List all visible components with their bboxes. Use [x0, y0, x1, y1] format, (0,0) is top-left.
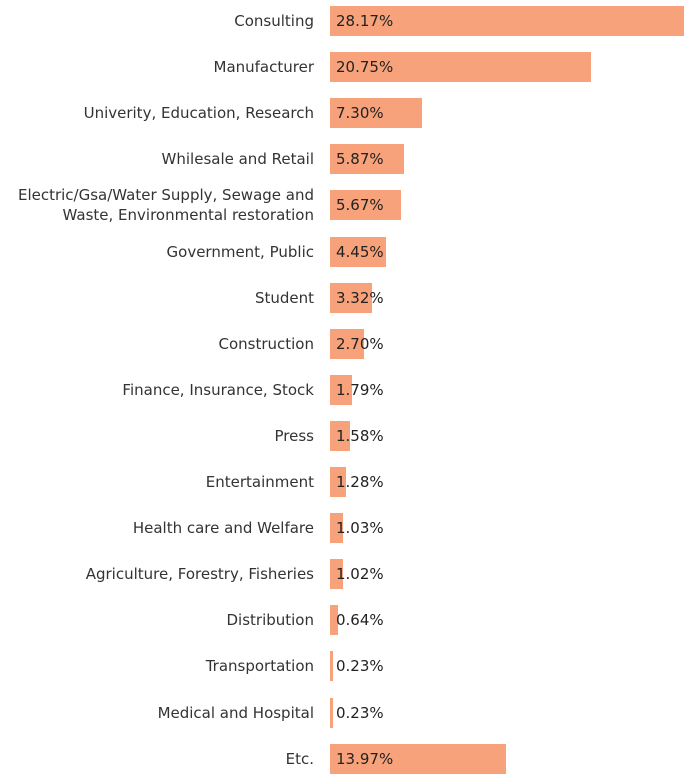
value-label-14: 0.23%: [336, 657, 384, 676]
value-label-8: 1.79%: [336, 380, 384, 399]
bar-15: [330, 697, 333, 728]
category-label-0: Consulting: [234, 12, 314, 30]
bar-14: [330, 651, 333, 682]
category-label-4: Electric/Gsa/Water Supply, Sewage and Wa…: [17, 186, 314, 225]
bar-4: [330, 190, 402, 221]
bar-10: [330, 467, 347, 497]
category-label-15: Medical and Hospital: [157, 703, 314, 722]
value-label-4: 5.67%: [336, 196, 384, 215]
bar-0: [330, 6, 684, 36]
value-label-10: 1.28%: [336, 473, 384, 491]
bar-2: [330, 98, 422, 129]
value-label-12: 1.02%: [336, 565, 384, 584]
category-label-14: Transportation: [205, 657, 314, 676]
bar-12: [330, 559, 343, 590]
value-label-1: 20.75%: [336, 58, 394, 77]
bar-7: [330, 328, 364, 359]
bar-1: [330, 52, 591, 83]
value-label-9: 1.58%: [336, 426, 384, 445]
value-label-3: 5.87%: [336, 150, 384, 169]
category-label-13: Distribution: [226, 611, 314, 630]
value-label-16: 13.97%: [336, 749, 394, 768]
category-label-10: Entertainment: [205, 473, 314, 491]
bar-9: [330, 420, 350, 451]
category-label-5: Government, Public: [166, 242, 314, 261]
category-label-11: Health care and Welfare: [132, 519, 314, 538]
value-label-2: 7.30%: [336, 104, 384, 123]
category-label-6: Student: [254, 288, 314, 307]
category-label-9: Press: [274, 426, 314, 445]
category-label-8: Finance, Insurance, Stock: [122, 380, 314, 399]
category-label-16: Etc.: [285, 749, 314, 768]
bar-3: [330, 144, 404, 175]
bar-8: [330, 374, 353, 405]
bar-11: [330, 513, 343, 544]
category-label-2: Univerity, Education, Research: [83, 104, 314, 123]
value-label-15: 0.23%: [336, 703, 384, 722]
category-label-3: Whilesale and Retail: [161, 150, 314, 169]
category-label-12: Agriculture, Forestry, Fisheries: [85, 565, 314, 584]
bar-6: [330, 282, 372, 313]
category-label-1: Manufacturer: [213, 58, 315, 77]
bar-5: [330, 236, 386, 267]
bar-13: [330, 605, 339, 636]
value-label-13: 0.64%: [336, 611, 384, 630]
value-label-11: 1.03%: [336, 519, 384, 538]
value-label-0: 28.17%: [336, 12, 394, 30]
value-label-7: 2.70%: [336, 334, 384, 353]
category-label-7: Construction: [218, 334, 314, 353]
value-label-6: 3.32%: [336, 288, 384, 307]
value-label-5: 4.45%: [336, 242, 384, 261]
